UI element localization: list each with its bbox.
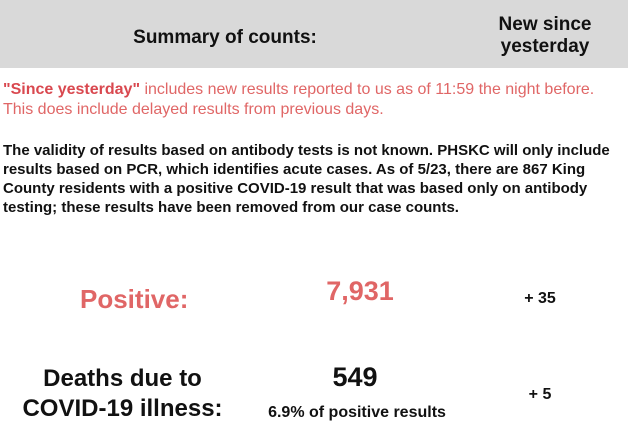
deaths-label-line-1: Deaths due to xyxy=(43,365,202,392)
deaths-label-line-2: COVID-19 illness: xyxy=(22,395,223,422)
since-yesterday-label: "Since yesterday" xyxy=(3,81,141,98)
summary-title: Summary of counts: xyxy=(133,27,317,48)
antibody-validity-note: The validity of results based on antibod… xyxy=(3,142,610,216)
since-yesterday-text: includes new results reported to us as o… xyxy=(3,81,595,118)
new-since-line-2: yesterday xyxy=(500,36,590,57)
deaths-percent: 6.9% of positive results xyxy=(268,404,446,421)
positive-label: Positive: xyxy=(80,284,189,314)
since-yesterday-note: "Since yesterday" includes new results r… xyxy=(3,80,623,120)
deaths-new-count: + 5 xyxy=(528,386,552,403)
deaths-count: 549 xyxy=(332,362,378,392)
summary-header: Summary of counts: New since yesterday xyxy=(0,0,628,68)
new-since-line-1: New since xyxy=(498,14,592,35)
positive-count: 7,931 xyxy=(326,276,394,306)
new-since-yesterday-heading: New since yesterday xyxy=(460,14,628,58)
positive-new-count: + 35 xyxy=(524,290,556,307)
deaths-label: Deaths due to COVID-19 illness: xyxy=(0,364,245,424)
